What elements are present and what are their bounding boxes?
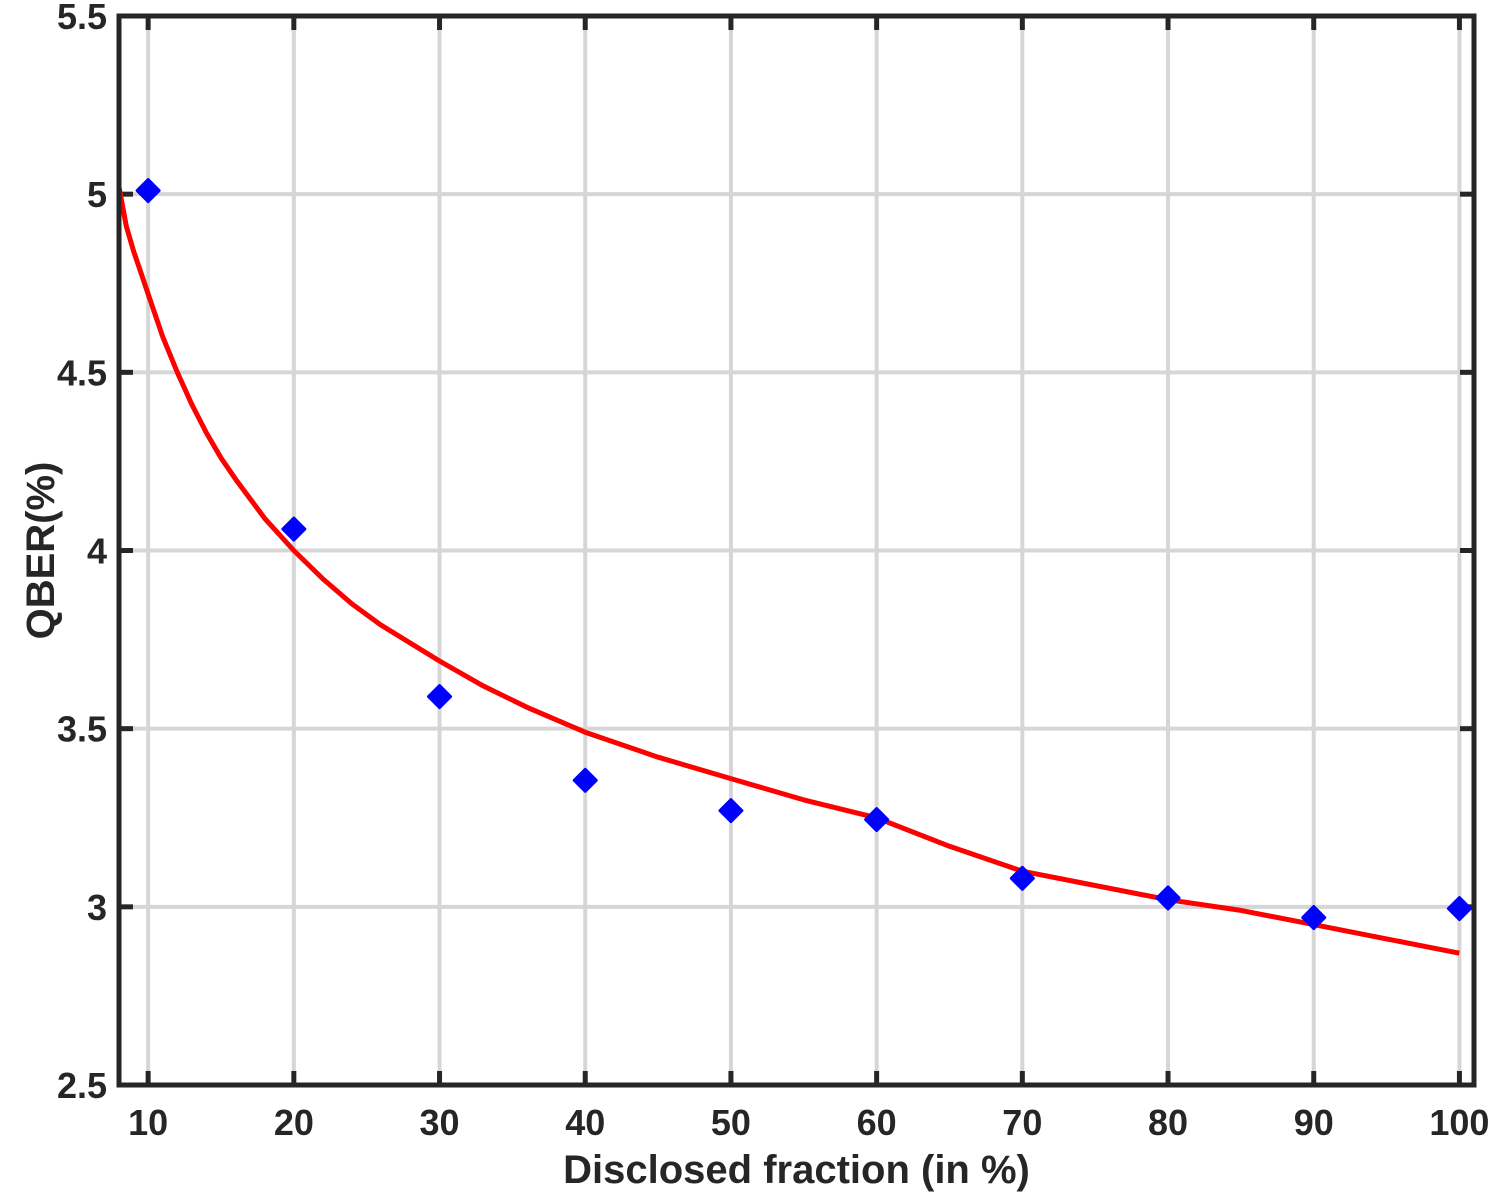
data-point	[427, 684, 453, 710]
x-tick-label: 10	[128, 1102, 168, 1143]
data-points	[135, 178, 1472, 931]
fit-curve	[116, 186, 1460, 956]
x-tick-label: 40	[565, 1102, 605, 1143]
data-point	[1155, 885, 1181, 911]
y-axis-label: QBER(%)	[19, 462, 63, 640]
x-tick-label: 100	[1429, 1102, 1489, 1143]
data-point	[718, 798, 744, 824]
fit-curve-layer	[116, 186, 1460, 956]
x-tick-labels: 10 20 30 40 50 60 70 80 90 100	[128, 1102, 1489, 1143]
data-point	[1009, 865, 1035, 891]
y-tick-label: 3	[87, 887, 107, 928]
y-tick-label: 4.5	[57, 352, 107, 393]
x-axis-label: Disclosed fraction (in %)	[563, 1148, 1030, 1192]
grid-lines	[119, 16, 1474, 1085]
x-tick-label: 80	[1148, 1102, 1188, 1143]
x-tick-label: 70	[1002, 1102, 1042, 1143]
data-point	[1301, 905, 1327, 931]
data-point	[281, 516, 307, 542]
y-tick-label: 3.5	[57, 709, 107, 750]
data-point	[135, 178, 161, 204]
y-tick-label: 2.5	[57, 1065, 107, 1106]
data-point	[572, 767, 598, 793]
data-point	[864, 807, 890, 833]
y-tick-label: 5.5	[57, 0, 107, 37]
x-tick-label: 20	[274, 1102, 314, 1143]
plot-area-border	[116, 13, 1477, 1088]
y-tick-labels: 2.5 3 3.5 4 4.5 5 5.5	[57, 0, 107, 1106]
x-tick-label: 90	[1294, 1102, 1334, 1143]
y-tick-label: 5	[87, 174, 107, 215]
y-tick-label: 4	[87, 531, 107, 572]
x-tick-label: 50	[711, 1102, 751, 1143]
x-tick-label: 30	[420, 1102, 460, 1143]
data-point	[1446, 896, 1472, 922]
x-tick-label: 60	[857, 1102, 897, 1143]
